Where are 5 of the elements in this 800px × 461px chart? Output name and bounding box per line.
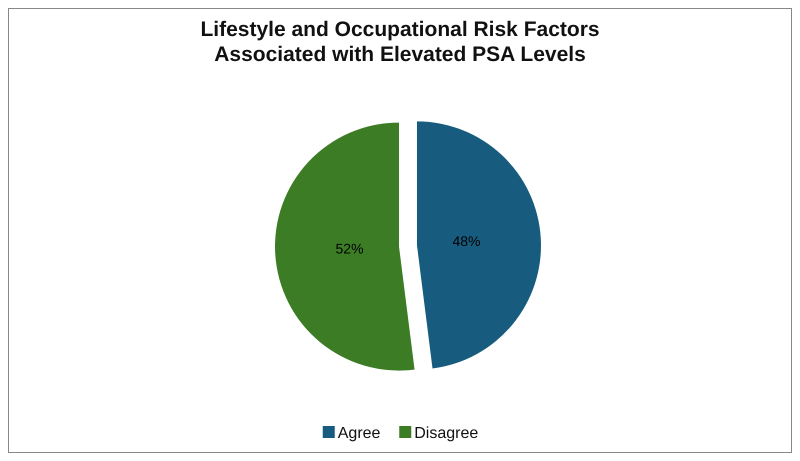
data-label: 48%	[452, 233, 480, 250]
legend-label: Agree	[338, 425, 381, 442]
data-label: 52%	[336, 240, 364, 256]
chart-title: Lifestyle and Occupational Risk Factors Associated with Elevated PSA Levels	[200, 18, 600, 66]
legend-label: Disagree	[414, 425, 478, 442]
